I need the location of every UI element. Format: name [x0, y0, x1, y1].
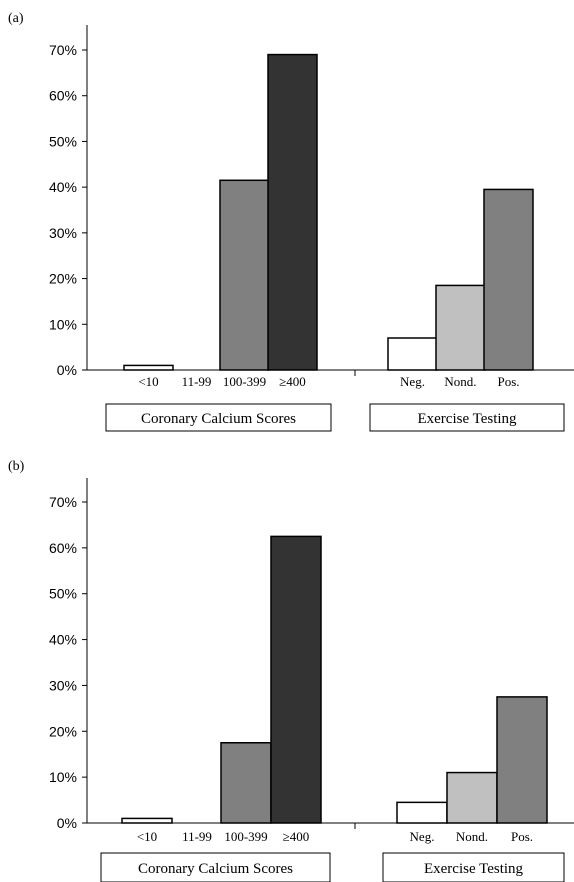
group-label: Coronary Calcium Scores: [138, 861, 293, 877]
y-tick-label: 10%: [49, 316, 77, 332]
y-tick-label: 0%: [57, 362, 77, 378]
x-tick-label: Nond.: [456, 829, 488, 844]
y-tick-label: 20%: [49, 271, 77, 287]
y-tick-label: 50%: [49, 133, 77, 149]
x-tick-label: <10: [138, 374, 158, 389]
x-tick-label: Neg.: [400, 374, 425, 389]
group-label-box: [382, 852, 565, 882]
y-tick-label: 50%: [49, 586, 77, 602]
bar: [496, 696, 548, 824]
group-label-box: [369, 403, 565, 432]
y-tick-label: 30%: [49, 677, 77, 693]
y-tick-label: 10%: [49, 769, 77, 785]
y-tick-label: 40%: [49, 632, 77, 648]
bar: [267, 53, 318, 371]
bar: [446, 771, 498, 824]
bar: [123, 364, 174, 371]
group-label: Coronary Calcium Scores: [141, 411, 296, 427]
x-tick-label: ≥400: [279, 374, 306, 389]
chart-panel: (b) 0% 10% 20% 30% 40% 50% 60% 70% <10 11-99 100-39…: [8, 459, 574, 882]
x-tick-label: Pos.: [497, 374, 519, 389]
group-label: Exercise Testing: [417, 411, 517, 427]
bar: [220, 742, 272, 824]
bar: [387, 337, 438, 371]
y-tick-label: 0%: [57, 815, 77, 831]
y-tick-label: 60%: [49, 540, 77, 556]
panel-label: (a): [8, 11, 24, 26]
y-tick-label: 70%: [49, 494, 77, 510]
x-tick-label: Nond.: [444, 374, 476, 389]
x-tick-label: 100-399: [223, 374, 266, 389]
x-tick-label: ≥400: [283, 829, 310, 844]
y-tick-label: 70%: [49, 42, 77, 58]
y-tick-label: 40%: [49, 179, 77, 195]
bar: [121, 817, 173, 824]
x-tick-label: 11-99: [182, 374, 212, 389]
group-label-box: [105, 403, 332, 432]
group-label: Exercise Testing: [424, 861, 524, 877]
chart-panel: (a) 0% 10% 20% 30% 40% 50% 60% 70% <10 11-99 100-39…: [8, 11, 574, 432]
bar: [270, 535, 322, 824]
panel-label: (b): [8, 459, 25, 474]
y-tick-label: 60%: [49, 88, 77, 104]
bar: [219, 179, 270, 371]
bar: [396, 801, 448, 824]
x-tick-label: 11-99: [182, 829, 212, 844]
bar: [483, 188, 534, 371]
y-tick-label: 20%: [49, 723, 77, 739]
bar: [435, 284, 486, 371]
x-tick-label: 100-399: [224, 829, 267, 844]
x-tick-label: Pos.: [511, 829, 533, 844]
x-tick-label: Neg.: [410, 829, 435, 844]
y-tick-label: 30%: [49, 225, 77, 241]
x-tick-label: <10: [137, 829, 157, 844]
group-label-box: [100, 852, 331, 882]
